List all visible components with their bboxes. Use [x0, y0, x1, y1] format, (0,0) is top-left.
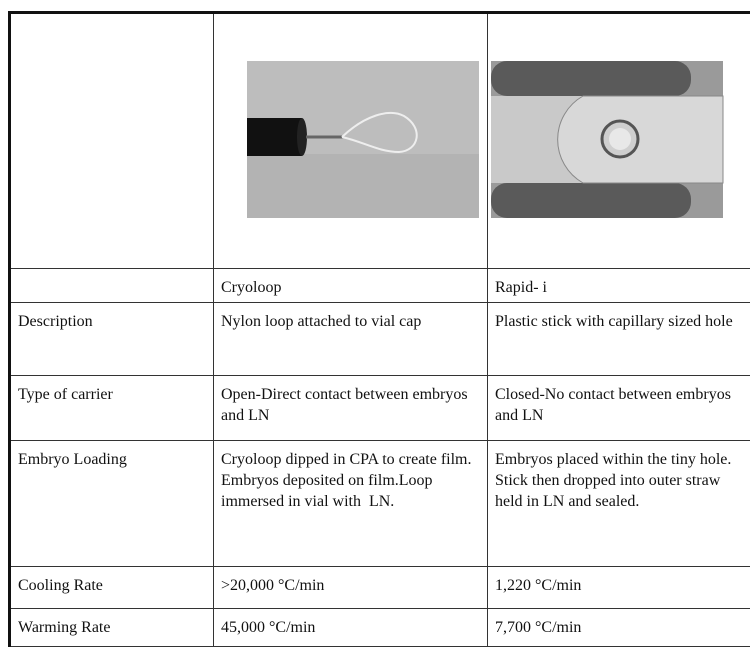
cell: Nylon loop attached to vial cap — [214, 303, 488, 376]
cell: 45,000 °C/min — [214, 609, 488, 647]
cell: Closed-No contact between embryos and LN — [488, 376, 750, 441]
rapid-i-image — [488, 56, 750, 226]
cell: Embryos placed within the tiny hole. Sti… — [488, 441, 750, 567]
image-cell — [488, 13, 750, 269]
image-cell — [214, 13, 488, 269]
empty-cell — [10, 13, 214, 269]
row-label: Type of carrier — [10, 376, 214, 441]
image-row — [10, 13, 750, 269]
cell: Cryoloop dipped in CPA to create film. E… — [214, 441, 488, 567]
row-label: Cooling Rate — [10, 567, 214, 609]
row-label: Embryo Loading — [10, 441, 214, 567]
cell: 7,700 °C/min — [488, 609, 750, 647]
empty-cell — [10, 269, 214, 303]
cell: Open-Direct contact between embryos and … — [214, 376, 488, 441]
cell: Plastic stick with capillary sized hole — [488, 303, 750, 376]
cell: >20,000 °C/min — [214, 567, 488, 609]
column-header: Cryoloop — [214, 269, 488, 303]
row-label: Description — [10, 303, 214, 376]
cell: 1,220 °C/min — [488, 567, 750, 609]
row-label: Warming Rate — [10, 609, 214, 647]
column-header: Rapid- i — [488, 269, 750, 303]
cryoloop-image — [214, 56, 488, 226]
